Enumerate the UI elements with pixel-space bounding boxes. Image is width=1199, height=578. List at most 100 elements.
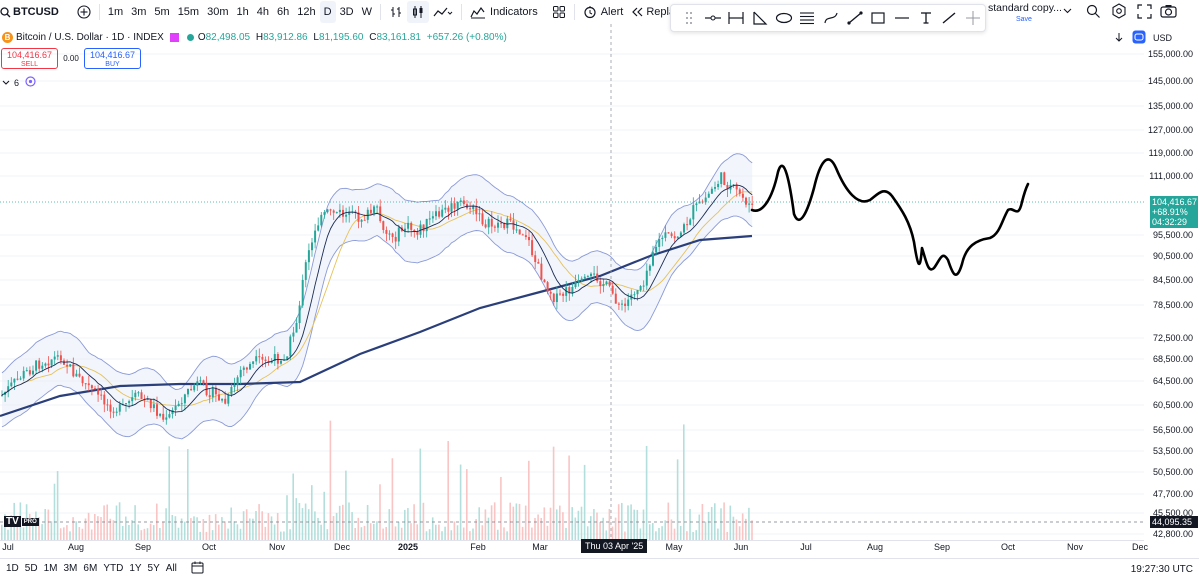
indicators-button[interactable]: Indicators: [466, 1, 542, 23]
bollinger-lower: [1, 215, 753, 440]
date-range-picker[interactable]: [188, 558, 207, 578]
candle-body: [568, 287, 571, 294]
line-style-button[interactable]: [429, 1, 457, 23]
candles-button[interactable]: [407, 1, 430, 23]
chevron-down-icon[interactable]: [2, 78, 10, 88]
time-tick-label: Jun: [733, 542, 749, 552]
interval-5m[interactable]: 5m: [154, 6, 170, 18]
triangle-pattern-icon[interactable]: [748, 6, 772, 30]
price-chart[interactable]: [0, 24, 1144, 540]
range-1d[interactable]: 1D: [6, 563, 19, 574]
bar-style-button[interactable]: [385, 1, 407, 23]
range-3m[interactable]: 3M: [63, 563, 78, 574]
candle-body: [652, 252, 654, 266]
camera-icon[interactable]: [1160, 4, 1177, 23]
settings-gear-icon[interactable]: [1111, 3, 1127, 24]
interval-3m[interactable]: 3m: [131, 6, 147, 18]
text-tool-icon[interactable]: [914, 6, 938, 30]
volume-bar: [410, 523, 412, 540]
utc-clock[interactable]: 19:27:30 UTC: [1130, 564, 1193, 575]
volume-bar: [128, 525, 130, 540]
layout-switcher[interactable]: standard copy... Save: [986, 1, 1076, 23]
auto-scale-icon[interactable]: [1132, 30, 1146, 46]
loop-icon[interactable]: [25, 76, 36, 89]
interval-4h[interactable]: 4h: [256, 6, 269, 18]
volume-bar: [16, 519, 19, 540]
candle-body: [686, 224, 689, 226]
candlestick-icon: [411, 5, 425, 19]
buy-button[interactable]: 104,416.67 BUY: [84, 48, 141, 69]
volume-bar: [214, 514, 217, 540]
sell-label: SELL: [20, 61, 39, 68]
interval-1m[interactable]: 1m: [107, 6, 124, 18]
volume-bar: [481, 525, 484, 540]
candle-body: [586, 276, 589, 278]
price-axis[interactable]: 155,000.00 145,000.00 135,000.00 127,000.00…: [1144, 24, 1199, 540]
candle-body: [741, 193, 744, 198]
sell-button[interactable]: 104,416.67 SELL: [1, 48, 58, 69]
volume-bar: [667, 502, 670, 540]
range-1y[interactable]: 1Y: [129, 563, 142, 574]
quick-search-icon[interactable]: [1086, 4, 1101, 24]
interval-12h[interactable]: 12h: [297, 6, 316, 18]
spread-value: 0.00: [63, 54, 79, 63]
volume-bar: [710, 506, 713, 540]
horizontal-ray-icon[interactable]: [701, 6, 725, 30]
range-all[interactable]: All: [165, 563, 177, 574]
interval-30m[interactable]: 30m: [207, 6, 229, 18]
volume-bar: [329, 420, 332, 540]
flag-icon[interactable]: [169, 33, 179, 42]
hand-drawn-forecast: [750, 158, 1030, 276]
volume-bar: [273, 524, 276, 540]
time-tick-label: Dec: [1131, 542, 1149, 552]
symbol-search[interactable]: BTCUSD: [0, 1, 63, 23]
arrow-down-icon[interactable]: [1114, 32, 1124, 45]
interval-6h[interactable]: 6h: [277, 6, 290, 18]
candle-body: [25, 370, 28, 372]
curve-icon[interactable]: [819, 6, 843, 30]
range-ytd[interactable]: YTD: [103, 563, 124, 574]
candle-body: [10, 382, 13, 387]
candle-body: [617, 303, 620, 305]
ellipse-icon[interactable]: [772, 6, 796, 30]
crosshair-icon[interactable]: [961, 6, 985, 30]
date-range-icon[interactable]: [724, 6, 748, 30]
candle-body: [13, 378, 16, 383]
candle-body: [131, 397, 134, 402]
candle-body: [59, 355, 62, 361]
candle-body: [624, 303, 627, 306]
alert-button[interactable]: Alert: [579, 1, 628, 23]
ohlc-change: +657.26 (+0.80%): [426, 32, 507, 43]
interval-1h[interactable]: 1h: [236, 6, 249, 18]
brush-icon[interactable]: [938, 6, 962, 30]
time-axis[interactable]: Jul Aug Sep Oct Nov Dec 2025 Feb Mar May Jun Jul Aug…: [0, 540, 1148, 554]
horizontal-line-icon[interactable]: [890, 6, 914, 30]
replay-button[interactable]: Repla: [627, 1, 679, 23]
alarm-clock-icon: [583, 5, 597, 19]
rectangle-icon[interactable]: [867, 6, 891, 30]
volume-bar: [146, 528, 149, 540]
candle-body: [53, 356, 56, 360]
fullscreen-icon[interactable]: [1137, 4, 1152, 24]
candle-body: [97, 389, 100, 395]
range-1m[interactable]: 1M: [43, 563, 58, 574]
currency-label[interactable]: USD: [1153, 33, 1173, 43]
candle-body: [732, 184, 735, 186]
candle-body: [289, 336, 292, 357]
compare-button[interactable]: [73, 1, 95, 23]
candle-body: [593, 273, 596, 275]
interval-w[interactable]: W: [361, 6, 373, 18]
range-5d[interactable]: 5D: [24, 563, 38, 574]
fib-retracement-icon[interactable]: [795, 6, 819, 30]
range-5y[interactable]: 5Y: [147, 563, 160, 574]
volume-bar: [531, 527, 533, 540]
templates-button[interactable]: [548, 1, 570, 23]
drag-handle-icon[interactable]: [677, 6, 701, 30]
trend-line-icon[interactable]: [843, 6, 867, 30]
range-6m[interactable]: 6M: [83, 563, 98, 574]
volume-bar: [472, 528, 474, 540]
interval-15m[interactable]: 15m: [177, 6, 200, 18]
volume-bar: [152, 525, 155, 540]
interval-d[interactable]: D: [319, 1, 336, 23]
interval-3d[interactable]: 3D: [339, 6, 354, 18]
